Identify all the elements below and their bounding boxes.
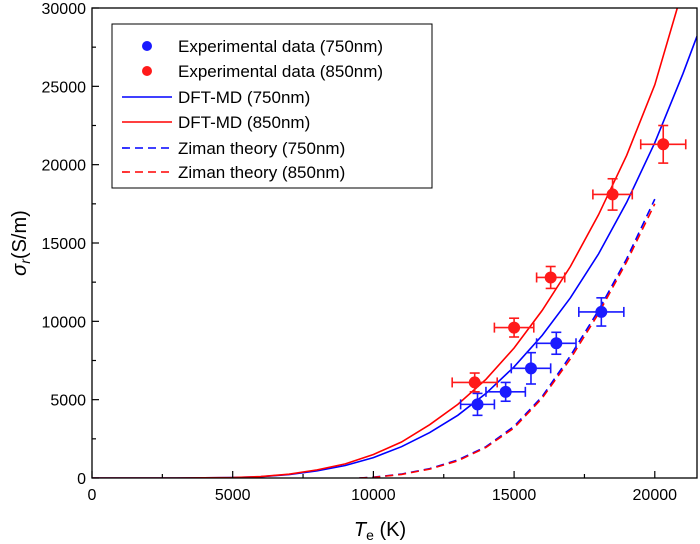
legend-label-dft-750: DFT-MD (750nm) (178, 88, 310, 107)
y-tick-label: 20000 (42, 158, 87, 175)
y-tick-label: 15000 (42, 236, 87, 253)
axes: 0 5000 10000 15000 20000 0 5000 10000 15000 20000… (42, 1, 678, 504)
plot-area (92, 8, 697, 478)
data-point (524, 362, 537, 375)
y-tick-label: 0 (77, 471, 86, 488)
y-axis-label: σr(S/m) (9, 210, 33, 276)
data-point (499, 385, 512, 398)
legend: Experimental data (750nm) Experimental d… (111, 23, 433, 189)
x-tick-label: 20000 (633, 487, 678, 504)
x-tick-label: 0 (88, 487, 97, 504)
legend-label-exp-850: Experimental data (850nm) (178, 62, 383, 81)
legend-marker-exp-750 (142, 41, 152, 51)
legend-marker-exp-850 (142, 66, 152, 76)
series-line-2 (359, 198, 656, 478)
legend-label-ziman-850: Ziman theory (850nm) (178, 163, 345, 182)
legend-box (111, 23, 433, 189)
data-point (606, 188, 619, 201)
data-point (657, 138, 670, 151)
points-series-1 (451, 124, 687, 393)
y-tick-label: 5000 (50, 393, 86, 410)
x-axis-label: Te (K) (354, 519, 406, 543)
data-point (468, 376, 481, 389)
legend-label-exp-750: Experimental data (750nm) (178, 37, 383, 56)
legend-label-ziman-750: Ziman theory (750nm) (178, 139, 345, 158)
x-tick-label: 15000 (492, 487, 537, 504)
points-series-0 (459, 297, 625, 417)
x-tick-label: 10000 (351, 487, 396, 504)
data-point (544, 271, 557, 284)
y-tick-label: 30000 (42, 1, 87, 18)
series-lines (92, 8, 697, 478)
data-point (595, 305, 608, 318)
series-line-3 (359, 203, 656, 478)
y-tick-label: 25000 (42, 79, 87, 96)
data-point (550, 337, 563, 350)
series-line-1 (92, 8, 679, 478)
data-point (471, 398, 484, 411)
y-tick-label: 10000 (42, 314, 87, 331)
legend-label-dft-850: DFT-MD (850nm) (178, 113, 310, 132)
x-tick-label: 5000 (215, 487, 251, 504)
data-point (508, 321, 521, 334)
